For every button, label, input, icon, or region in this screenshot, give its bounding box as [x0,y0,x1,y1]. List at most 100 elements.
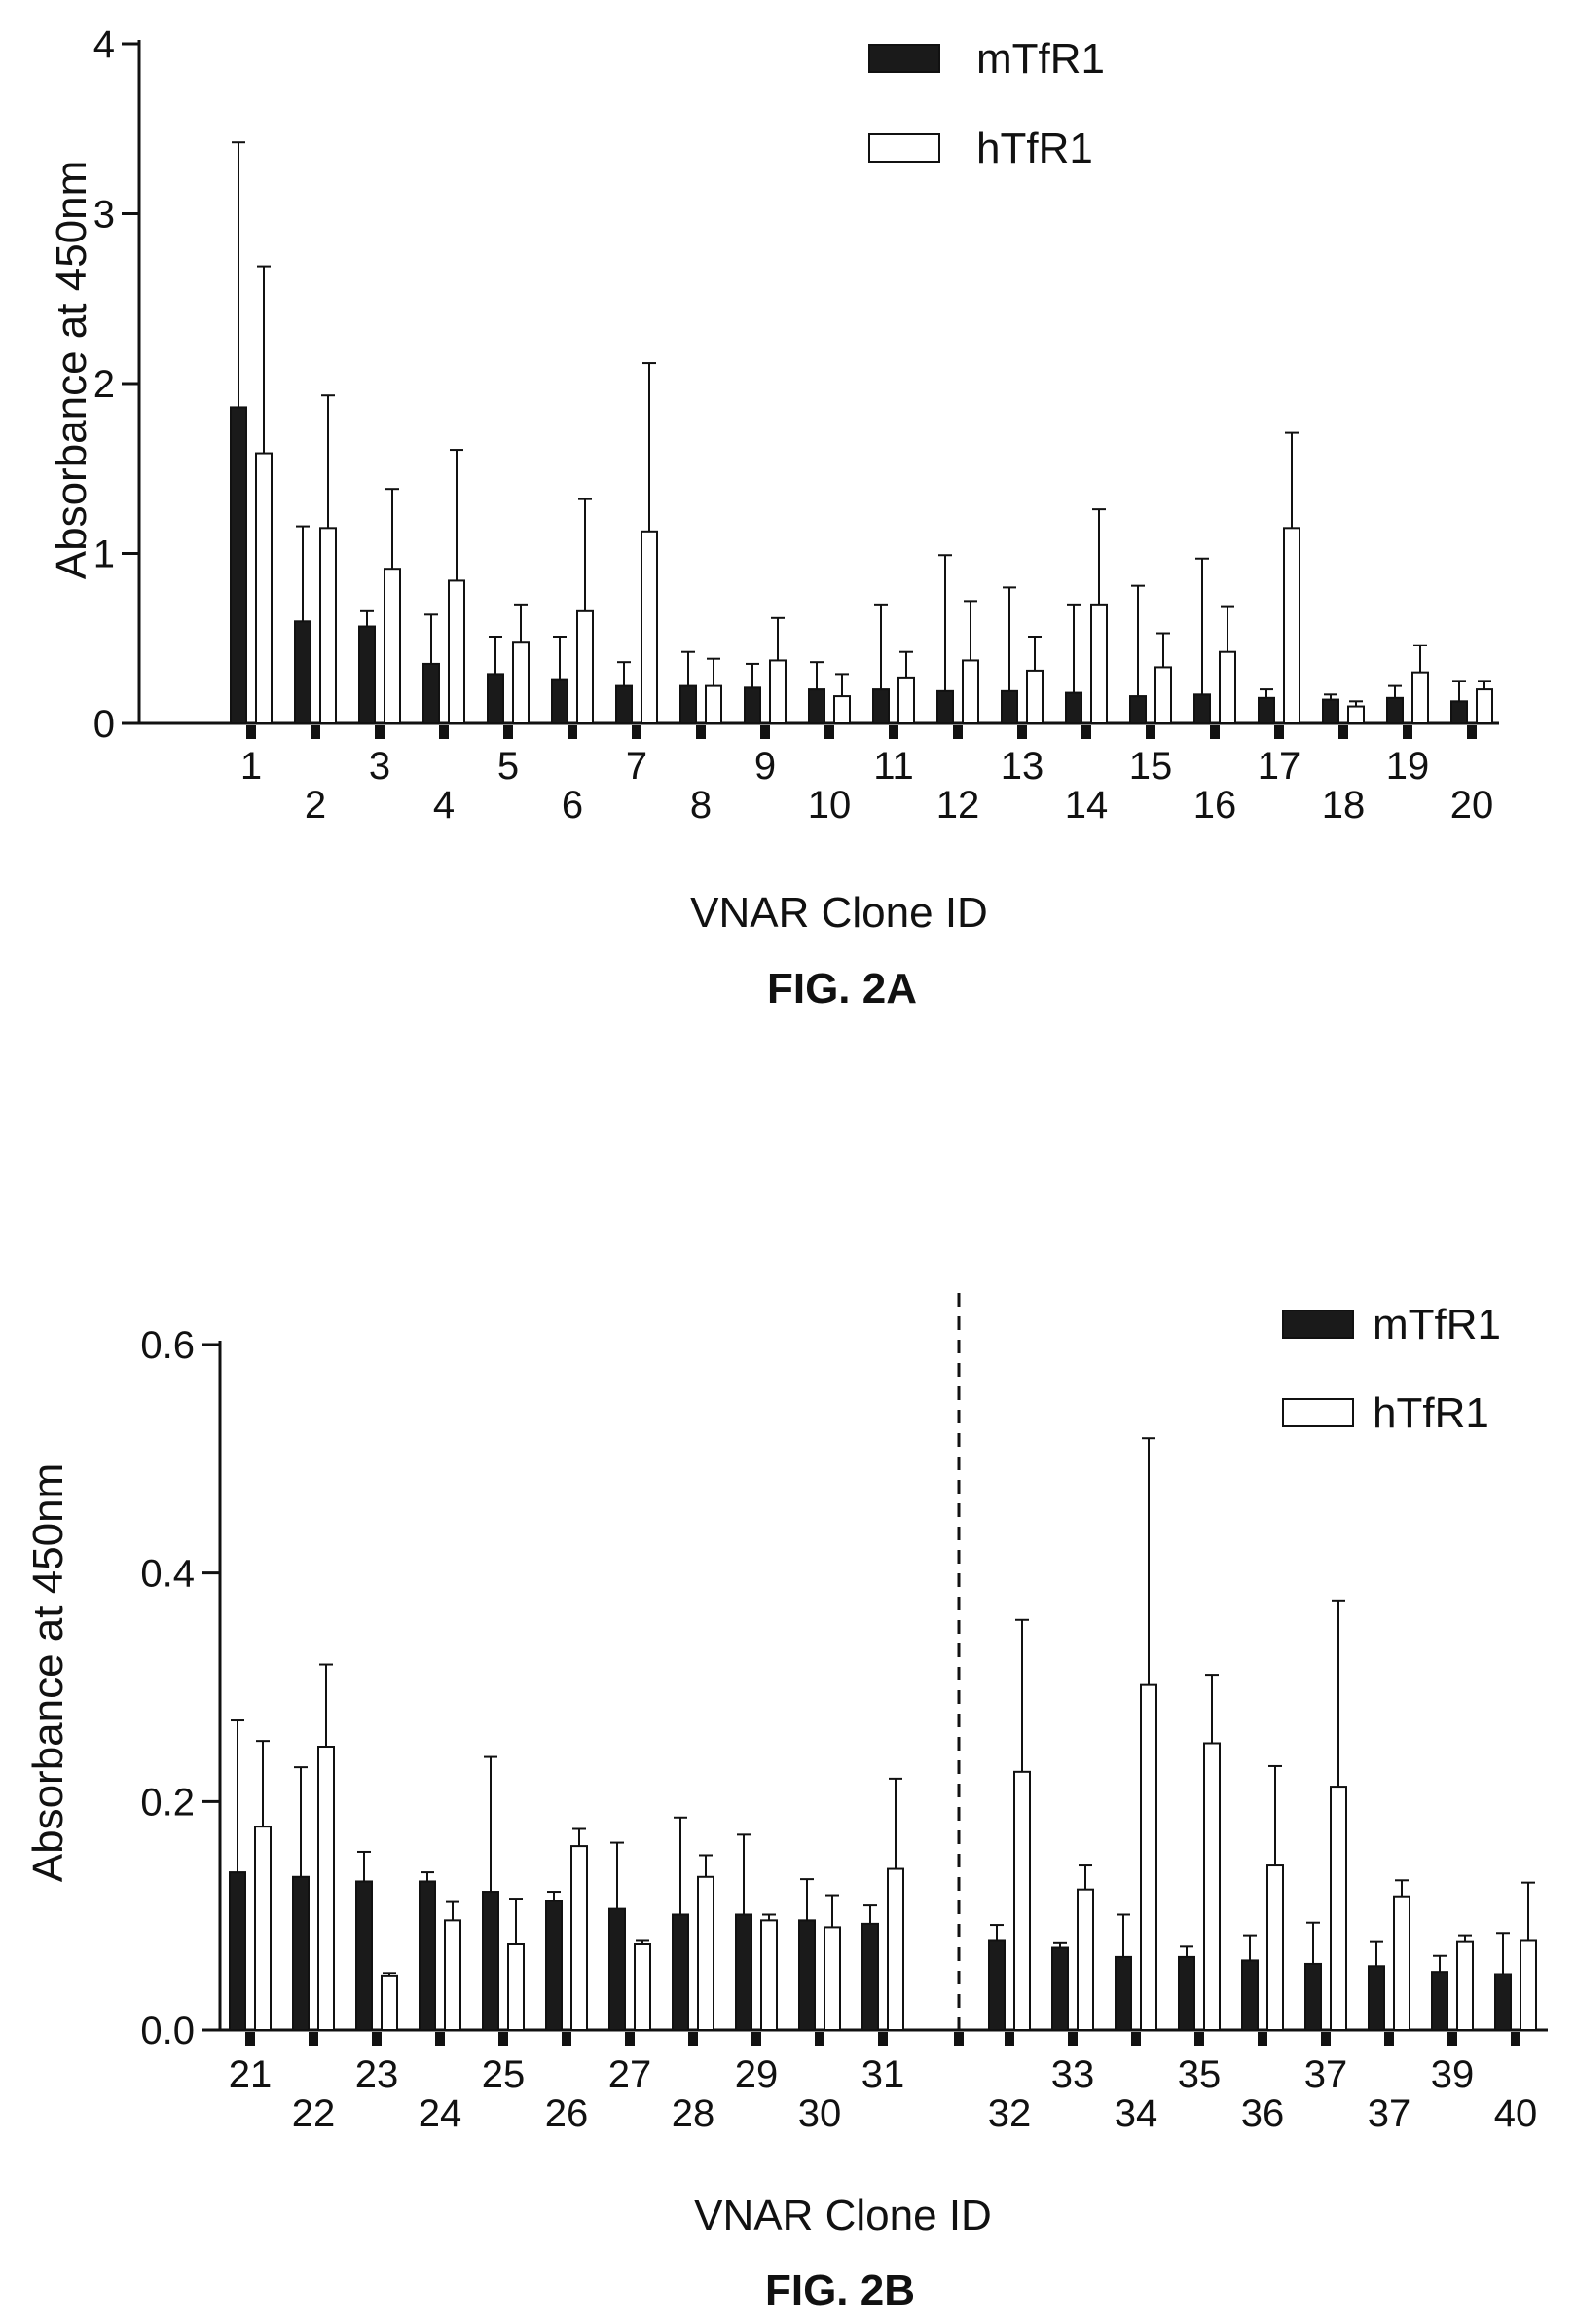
bar-htfr1 [634,1943,651,2031]
x-tick-label: 26 [545,2092,589,2135]
bar-mtfr1 [988,1939,1006,2031]
bar-htfr1 [769,659,787,724]
category-tick [1403,725,1412,739]
bar-mtfr1 [1051,1946,1069,2032]
bar-mtfr1 [608,1907,626,2032]
bar-mtfr1 [936,689,954,724]
x-tick-label: 31 [861,2053,905,2096]
bar-htfr1 [1090,603,1108,724]
category-tick [1338,725,1348,739]
category-tick [245,2032,255,2046]
x-tick-label: 15 [1129,745,1173,788]
category-tick [1210,725,1220,739]
x-tick-label: 25 [482,2053,526,2096]
bar-htfr1 [384,568,401,725]
figure-caption: FIG. 2B [765,2267,915,2314]
bar-mtfr1 [1258,696,1275,725]
y-tick-label: 4 [93,23,115,66]
category-tick [375,725,385,739]
bar-htfr1 [1026,669,1044,725]
category-tick [1258,2032,1267,2046]
category-tick [824,725,834,739]
x-tick-label: 14 [1065,784,1109,827]
bar-mtfr1 [861,1922,879,2032]
category-tick [954,2032,964,2046]
y-axis-title: Absorbance at 450nm [24,1463,72,1883]
bar-htfr1 [887,1867,904,2032]
bar-htfr1 [1219,650,1236,725]
bar-mtfr1 [419,1880,436,2032]
bar-mtfr1 [672,1913,689,2031]
bar-mtfr1 [1368,1965,1385,2031]
bar-mtfr1 [230,406,247,724]
x-tick-label: 34 [1115,2092,1158,2135]
bar-htfr1 [1077,1888,1094,2032]
category-tick [439,725,449,739]
x-tick-label: 40 [1494,2092,1538,2135]
bar-mtfr1 [551,678,568,725]
x-tick-label: 30 [798,2092,842,2135]
bar-mtfr1 [798,1919,816,2031]
y-tick-label: 0 [93,703,115,746]
x-tick-label: 18 [1322,784,1366,827]
bar-mtfr1 [1304,1962,1322,2031]
legend-label-mtfr1: mTfR1 [976,35,1105,83]
legend-swatch-mtfr1 [1282,1310,1354,1339]
bar-htfr1 [381,1974,398,2032]
bar-htfr1 [1140,1683,1157,2031]
category-tick [953,725,963,739]
category-tick [435,2032,445,2046]
y-tick-label: 2 [93,363,115,406]
bar-mtfr1 [1494,1973,1512,2032]
x-tick-label: 7 [626,745,647,788]
bar-htfr1 [1154,666,1172,724]
x-tick-label: 13 [1001,745,1044,788]
bar-htfr1 [317,1746,335,2031]
x-tick-label: 37 [1304,2053,1348,2096]
category-tick [562,2032,571,2046]
bar-mtfr1 [1178,1955,1195,2031]
y-tick-label: 3 [93,194,115,237]
bar-htfr1 [1013,1770,1031,2031]
bar-htfr1 [705,684,722,724]
bar-htfr1 [962,659,979,724]
bar-mtfr1 [1386,696,1404,725]
x-axis-title: VNAR Clone ID [694,2192,992,2239]
bar-htfr1 [570,1845,588,2032]
bar-htfr1 [897,676,915,725]
category-tick [1005,2032,1014,2046]
y-tick-label: 0.6 [140,1324,195,1367]
bar-mtfr1 [735,1913,752,2031]
bar-htfr1 [760,1919,778,2031]
bar-htfr1 [319,527,337,725]
bar-mtfr1 [355,1880,373,2032]
x-tick-label: 12 [936,784,980,827]
bar-htfr1 [512,641,530,724]
y-tick-label: 0.0 [140,2010,195,2052]
bar-mtfr1 [1115,1955,1132,2031]
category-tick [1384,2032,1394,2046]
legend-label-htfr1: hTfR1 [976,125,1093,172]
bar-mtfr1 [872,688,890,724]
category-tick [568,725,577,739]
bar-mtfr1 [1241,1959,1259,2031]
bar-mtfr1 [1322,698,1339,725]
bar-htfr1 [1411,671,1429,725]
bar-mtfr1 [615,684,633,724]
category-tick [760,725,770,739]
x-axis-title: VNAR Clone ID [690,889,988,937]
chart-fig-2a: 012341234567891011121314151617181920Abso… [48,23,1499,1013]
bar-mtfr1 [358,625,376,724]
bar-mtfr1 [1193,693,1211,725]
category-tick [889,725,898,739]
category-tick [311,725,320,739]
category-tick [751,2032,761,2046]
bar-htfr1 [833,695,851,725]
x-tick-label: 29 [735,2053,779,2096]
legend-swatch-htfr1 [1282,1398,1354,1427]
category-tick [696,725,706,739]
category-tick [372,2032,382,2046]
category-tick [625,2032,635,2046]
x-tick-label: 4 [433,784,455,827]
category-tick [632,725,641,739]
